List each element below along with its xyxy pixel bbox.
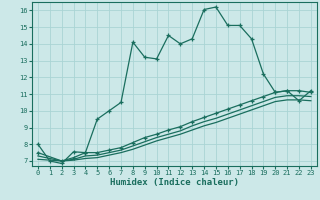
X-axis label: Humidex (Indice chaleur): Humidex (Indice chaleur): [110, 178, 239, 187]
